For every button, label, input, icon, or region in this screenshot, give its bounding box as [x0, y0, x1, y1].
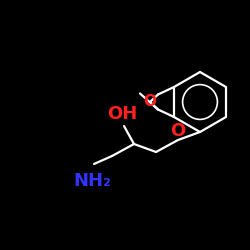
Text: O: O [144, 94, 156, 110]
Text: O: O [170, 122, 186, 140]
Text: OH: OH [107, 105, 137, 123]
Text: NH₂: NH₂ [73, 172, 111, 190]
